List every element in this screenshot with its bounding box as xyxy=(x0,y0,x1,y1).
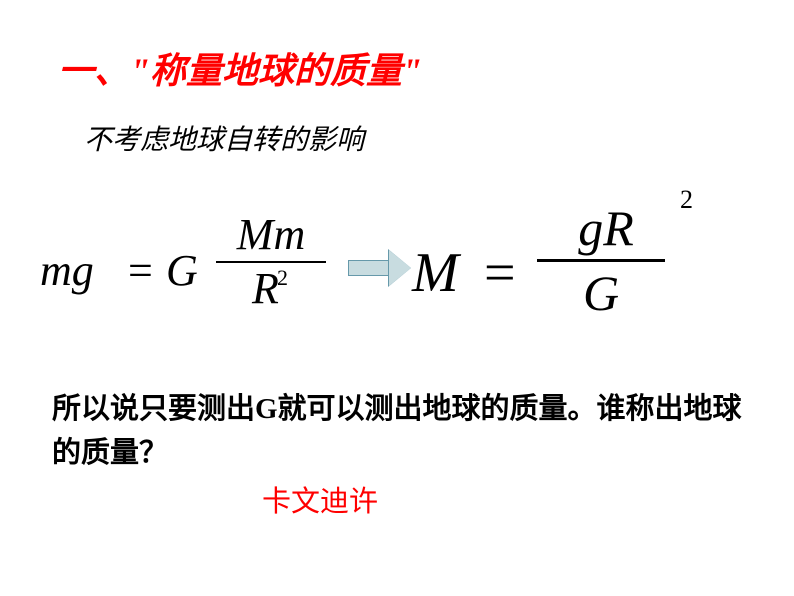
rf-fraction-bar xyxy=(537,259,665,262)
rf-numerator: gR2 xyxy=(537,203,675,253)
subtitle: 不考虑地球自转的影响 xyxy=(84,118,364,158)
lf-equals: = xyxy=(128,245,153,296)
formula-area: mg = G Mm R2 M = gR2 G xyxy=(40,195,754,335)
section-title: 一、"称量地球的质量" xyxy=(58,42,422,94)
rf-fraction: gR2 G xyxy=(537,203,675,318)
lf-fraction-bar xyxy=(216,261,326,263)
lf-coef: G xyxy=(166,245,198,296)
lf-numerator: Mm xyxy=(216,213,326,257)
arrow-icon xyxy=(348,250,412,286)
body-text: 所以说只要测出G就可以测出地球的质量。谁称出地球的质量？ xyxy=(52,388,742,475)
lf-lhs: mg xyxy=(40,245,94,296)
answer-text: 卡文迪许 xyxy=(262,478,378,520)
rf-denominator: G xyxy=(537,268,665,318)
lf-fraction: Mm R2 xyxy=(216,213,326,311)
rf-equals: = xyxy=(484,241,516,305)
rf-lhs: M xyxy=(412,241,459,305)
lf-denominator: R2 xyxy=(216,267,326,311)
formula-right: M = gR2 G xyxy=(412,203,702,338)
formula-left: mg = G Mm R2 xyxy=(40,213,324,333)
